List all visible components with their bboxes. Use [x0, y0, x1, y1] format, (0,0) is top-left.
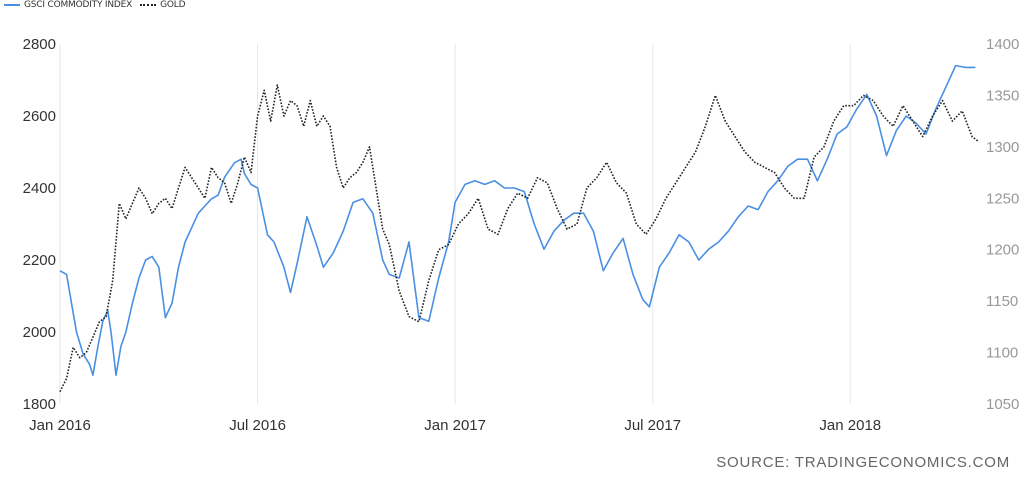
legend-swatch-gold — [140, 4, 157, 6]
y-right-tick-label: 1300 — [986, 139, 1019, 156]
legend-label-gold: GOLD — [160, 0, 186, 10]
y-left-tick-label: 2000 — [23, 324, 56, 341]
x-tick-label: Jan 2017 — [424, 417, 486, 434]
series-line-gsci — [59, 64, 976, 377]
y-right-tick-label: 1400 — [986, 36, 1019, 53]
x-tick-label: Jul 2017 — [624, 417, 681, 434]
source-credit[interactable]: SOURCE: TRADINGECONOMICS.COM — [716, 454, 1010, 471]
x-tick-label: Jan 2018 — [819, 417, 881, 434]
y-left-tick-label: 2400 — [23, 180, 56, 197]
series-line-gold — [59, 84, 980, 393]
x-tick-label: Jul 2016 — [229, 417, 286, 434]
legend-label-gsci: GSCI COMMODITY INDEX — [24, 0, 133, 10]
y-right-tick-label: 1100 — [986, 345, 1018, 362]
chart-legend: GSCI COMMODITY INDEX GOLD — [4, 0, 193, 10]
legend-item-gold[interactable]: GOLD — [140, 0, 185, 10]
y-left-tick-label: 2200 — [23, 252, 56, 269]
y-left-tick-label: 2600 — [23, 108, 56, 125]
y-right-tick-label: 1050 — [986, 396, 1019, 413]
y-right-tick-label: 1200 — [986, 242, 1019, 259]
y-left-tick-label: 2800 — [23, 36, 56, 53]
y-right-tick-label: 1350 — [986, 87, 1019, 104]
legend-item-gsci[interactable]: GSCI COMMODITY INDEX — [4, 0, 132, 10]
y-left-tick-label: 1800 — [23, 396, 56, 413]
y-right-tick-label: 1150 — [986, 293, 1018, 310]
legend-swatch-gsci — [4, 4, 20, 6]
x-tick-label: Jan 2016 — [29, 417, 91, 434]
y-right-tick-label: 1250 — [986, 190, 1019, 207]
